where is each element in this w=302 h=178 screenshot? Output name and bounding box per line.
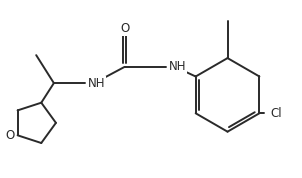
Text: Cl: Cl <box>270 107 282 120</box>
Text: NH: NH <box>169 60 186 73</box>
Text: NH: NH <box>88 77 105 90</box>
Text: O: O <box>5 129 14 142</box>
Text: O: O <box>120 22 129 35</box>
